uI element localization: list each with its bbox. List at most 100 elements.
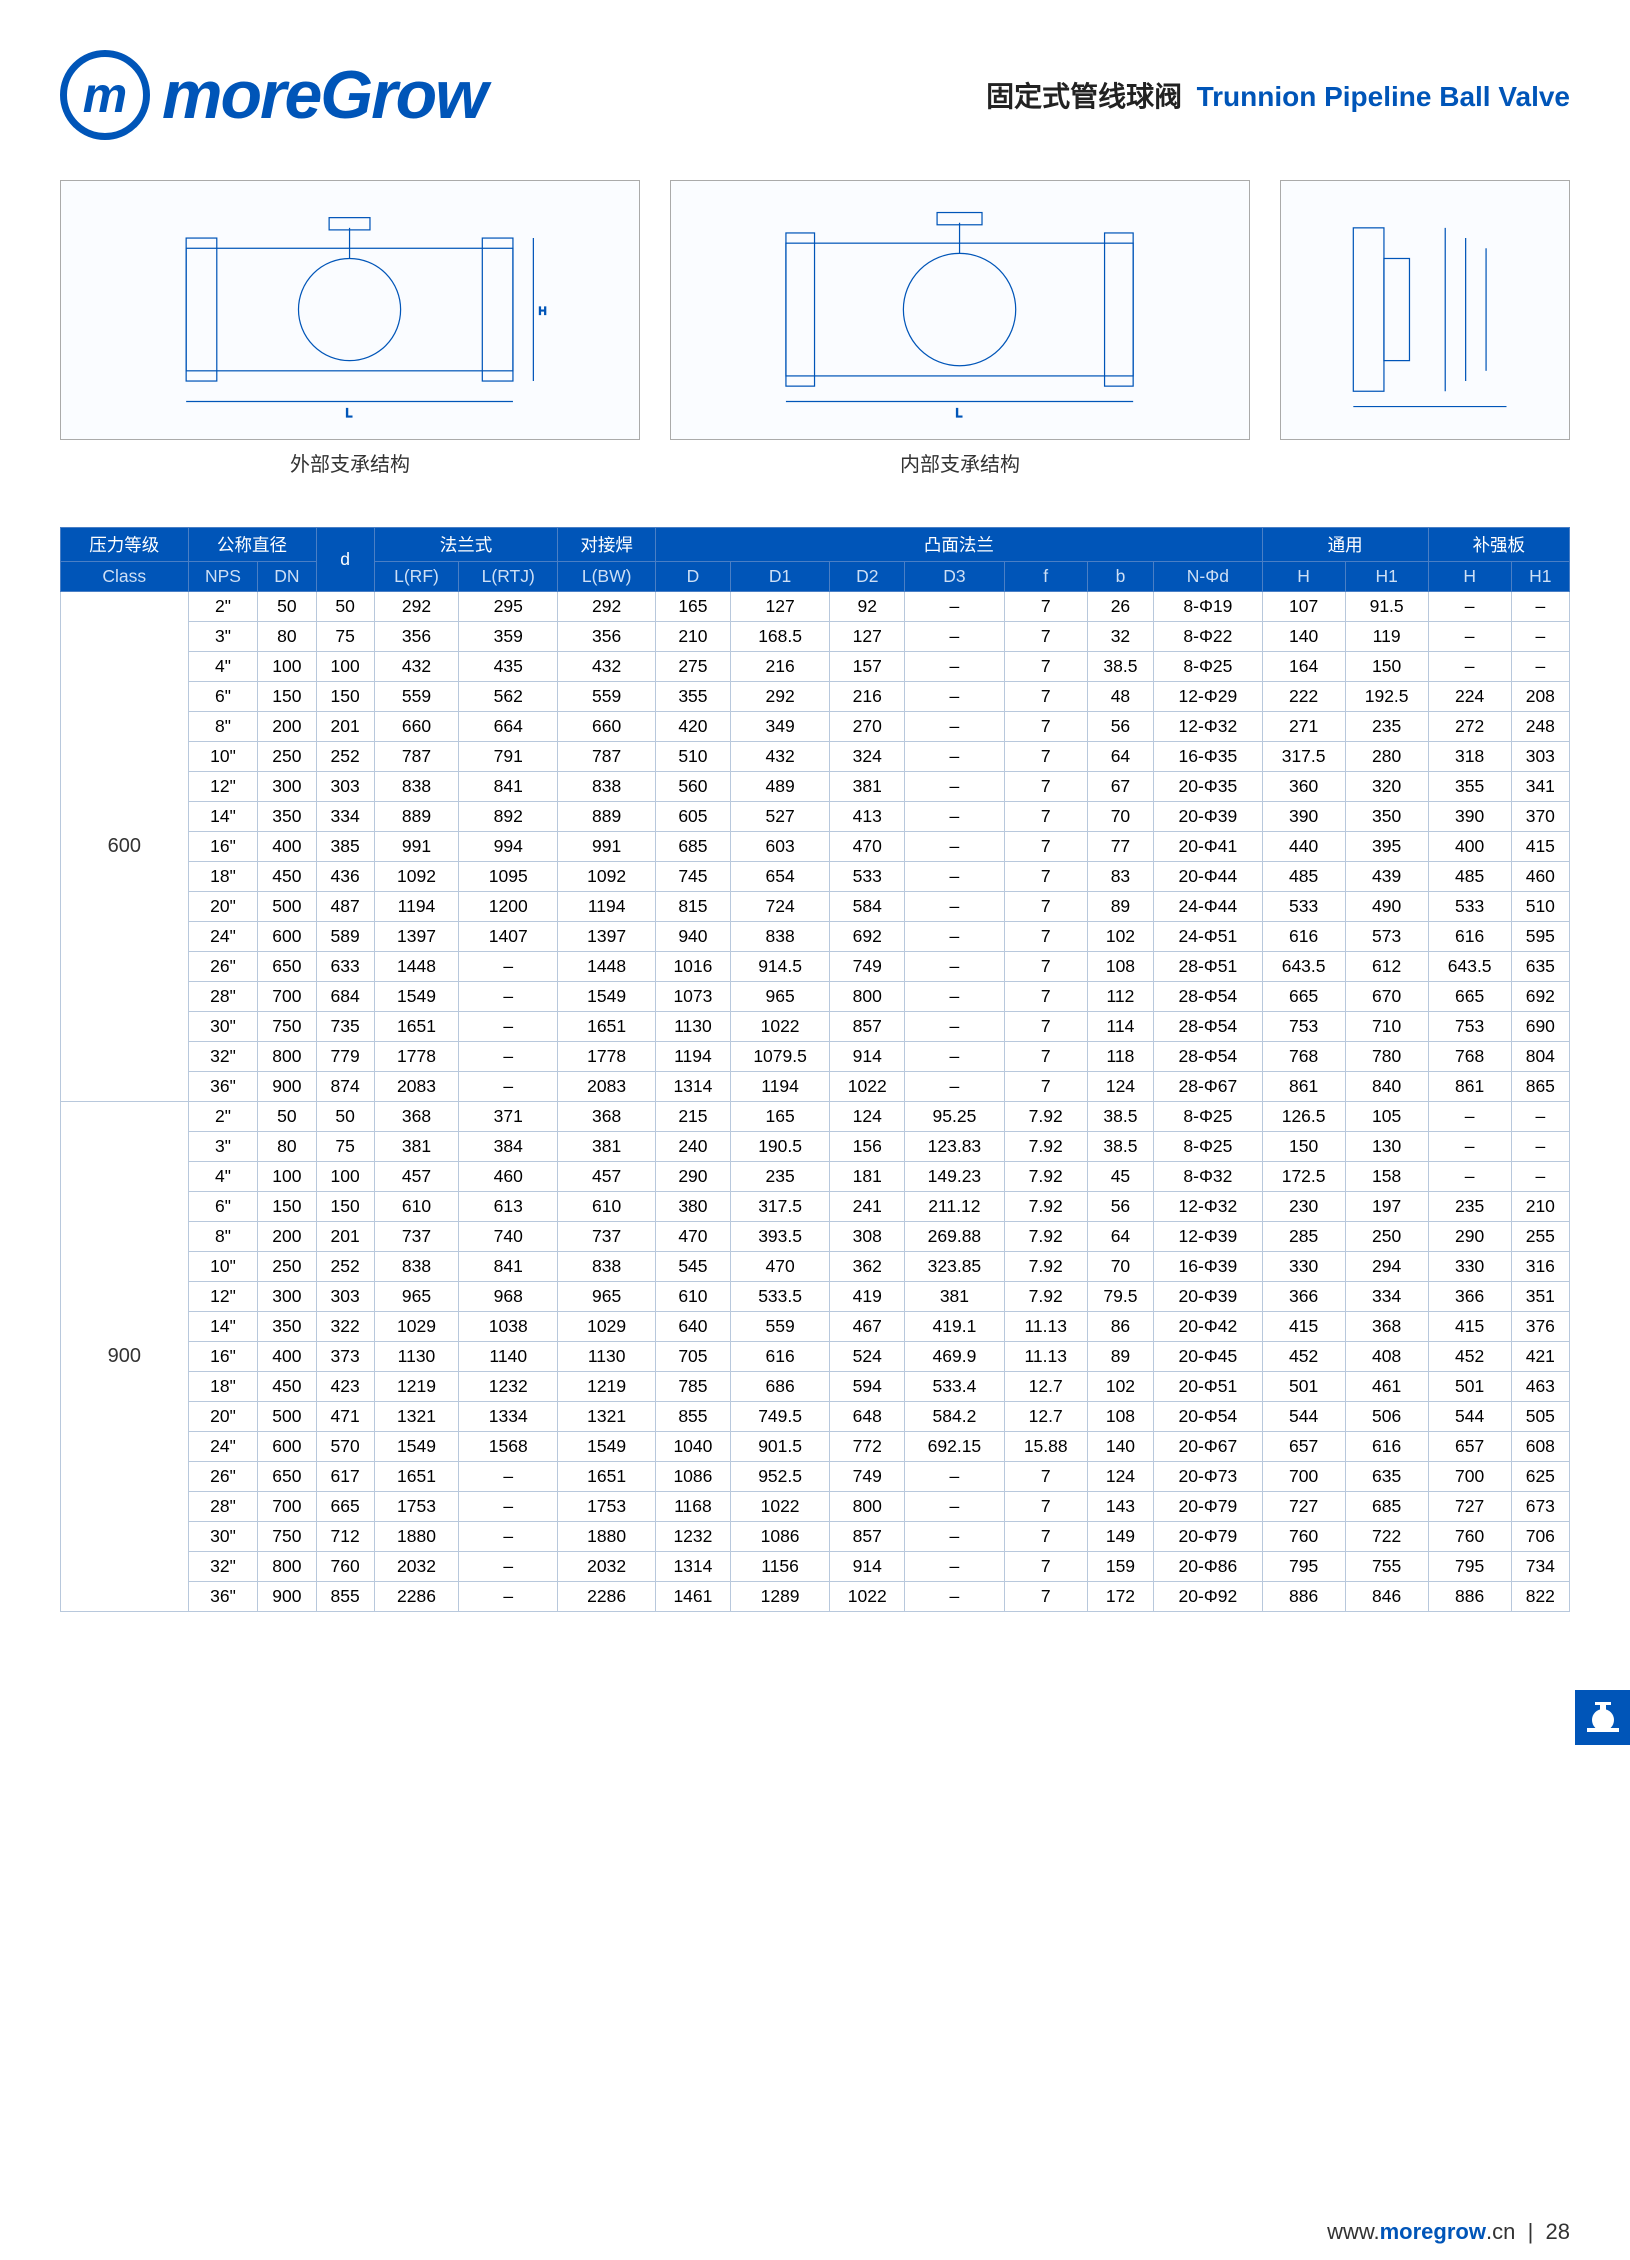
data-cell: 192.5 (1345, 682, 1428, 712)
data-cell: 1289 (730, 1582, 830, 1612)
data-cell: 143 (1087, 1492, 1153, 1522)
spec-table: 压力等级 公称直径 d 法兰式 对接焊 凸面法兰 通用 补强板 ClassNPS… (60, 527, 1570, 1612)
data-cell: 10" (188, 742, 258, 772)
data-cell: 1029 (374, 1312, 459, 1342)
table-row: 6"150150610613610380317.5241211.127.9256… (61, 1192, 1570, 1222)
data-cell: 7 (1004, 682, 1087, 712)
diagram-3 (1280, 180, 1570, 477)
data-cell: 20-Φ86 (1154, 1552, 1262, 1582)
valve-drawing-2: L (685, 187, 1234, 432)
data-cell: 900 (258, 1582, 316, 1612)
data-cell: 1314 (656, 1552, 731, 1582)
data-cell: 295 (459, 592, 558, 622)
data-cell: 20" (188, 892, 258, 922)
data-cell: 760 (316, 1552, 374, 1582)
data-cell: 28" (188, 982, 258, 1012)
data-cell: 10" (188, 1252, 258, 1282)
data-cell: 460 (459, 1162, 558, 1192)
data-cell: 7.92 (1004, 1192, 1087, 1222)
data-cell: 1232 (656, 1522, 731, 1552)
h-reinforce: 补强板 (1428, 528, 1569, 562)
footer-url-prefix: www. (1327, 2219, 1380, 2244)
data-cell: 7 (1004, 1012, 1087, 1042)
data-cell: 381 (374, 1132, 459, 1162)
data-cell: 7 (1004, 1552, 1087, 1582)
data-cell: 112 (1087, 982, 1153, 1012)
data-cell: 692.15 (905, 1432, 1005, 1462)
svg-text:L: L (346, 406, 353, 420)
data-cell: 865 (1511, 1072, 1569, 1102)
table-row: 14"350322102910381029640559467419.111.13… (61, 1312, 1570, 1342)
data-cell: 415 (1262, 1312, 1345, 1342)
table-row: 30"7507121880–188012321086857–714920-Φ79… (61, 1522, 1570, 1552)
data-cell: 292 (558, 592, 656, 622)
data-cell: 419 (830, 1282, 905, 1312)
data-cell: 1549 (558, 982, 656, 1012)
data-cell: 838 (558, 772, 656, 802)
data-cell: – (905, 892, 1005, 922)
diagram-2: L 内部支承结构 (670, 180, 1250, 477)
data-cell: 838 (558, 1252, 656, 1282)
data-cell: 700 (258, 982, 316, 1012)
data-cell: 838 (374, 1252, 459, 1282)
data-cell: 149 (1087, 1522, 1153, 1552)
data-cell: 12-Φ39 (1154, 1222, 1262, 1252)
data-cell: 471 (316, 1402, 374, 1432)
data-cell: 2286 (374, 1582, 459, 1612)
data-cell: 355 (656, 682, 731, 712)
data-cell: 28" (188, 1492, 258, 1522)
data-cell: 750 (258, 1522, 316, 1552)
data-cell: 914 (830, 1042, 905, 1072)
data-cell: 330 (1262, 1252, 1345, 1282)
data-cell: 140 (1262, 622, 1345, 652)
data-cell: 665 (1428, 982, 1511, 1012)
data-cell: 12.7 (1004, 1372, 1087, 1402)
data-cell: – (1428, 652, 1511, 682)
data-cell: 56 (1087, 1192, 1153, 1222)
data-cell: 1651 (374, 1012, 459, 1042)
data-cell: 506 (1345, 1402, 1428, 1432)
data-cell: 855 (656, 1402, 731, 1432)
data-cell: 780 (1345, 1042, 1428, 1072)
data-cell: 1022 (730, 1492, 830, 1522)
data-cell: 235 (1428, 1192, 1511, 1222)
h-common: 通用 (1262, 528, 1428, 562)
data-cell: 753 (1262, 1012, 1345, 1042)
data-cell: 107 (1262, 592, 1345, 622)
data-cell: 322 (316, 1312, 374, 1342)
data-cell: 150 (258, 682, 316, 712)
data-cell: 18" (188, 1372, 258, 1402)
data-cell: – (459, 1462, 558, 1492)
subheader-cell: f (1004, 562, 1087, 592)
data-cell: 452 (1428, 1342, 1511, 1372)
data-cell: 439 (1345, 862, 1428, 892)
subheader-cell: D3 (905, 562, 1005, 592)
data-cell: 7 (1004, 712, 1087, 742)
data-cell: 562 (459, 682, 558, 712)
data-cell: 772 (830, 1432, 905, 1462)
data-cell: 657 (1262, 1432, 1345, 1462)
data-cell: 320 (1345, 772, 1428, 802)
data-cell: 208 (1511, 682, 1569, 712)
table-row: 18"450423121912321219785686594533.412.71… (61, 1372, 1570, 1402)
data-cell: 461 (1345, 1372, 1428, 1402)
data-cell: 640 (656, 1312, 731, 1342)
data-cell: 16-Φ39 (1154, 1252, 1262, 1282)
data-cell: 351 (1511, 1282, 1569, 1312)
data-cell: 26" (188, 952, 258, 982)
data-cell: 635 (1511, 952, 1569, 982)
data-cell: 20-Φ41 (1154, 832, 1262, 862)
data-cell: 390 (1262, 802, 1345, 832)
data-cell: 20-Φ73 (1154, 1462, 1262, 1492)
data-cell: – (905, 922, 1005, 952)
data-cell: – (1511, 1162, 1569, 1192)
data-cell: 7.92 (1004, 1282, 1087, 1312)
table-row: 16"400385991994991685603470–77720-Φ41440… (61, 832, 1570, 862)
data-cell: 390 (1428, 802, 1511, 832)
data-cell: 527 (730, 802, 830, 832)
data-cell: – (1428, 1102, 1511, 1132)
data-cell: 355 (1428, 772, 1511, 802)
data-cell: 350 (1345, 802, 1428, 832)
data-cell: 77 (1087, 832, 1153, 862)
data-cell: 612 (1345, 952, 1428, 982)
